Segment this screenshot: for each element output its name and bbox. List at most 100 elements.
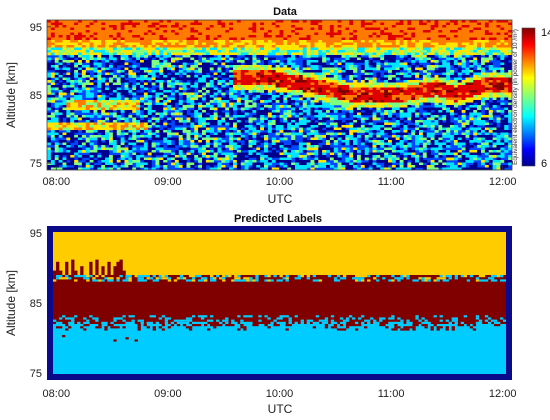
data-heatmap-cell — [275, 75, 280, 78]
data-heatmap-cell — [364, 35, 369, 38]
data-heatmap-cell — [295, 65, 300, 68]
data-heatmap-cell — [298, 42, 304, 46]
data-heatmap-cell — [388, 35, 393, 38]
data-heatmap-cell — [287, 52, 292, 56]
data-heatmap-cell — [279, 47, 284, 51]
data-heatmap-cell — [388, 57, 393, 61]
data-heatmap-cell — [217, 35, 222, 38]
data-heatmap-cell — [283, 95, 288, 98]
data-heatmap-cell — [124, 70, 129, 73]
data-heatmap-cell — [302, 25, 307, 28]
data-heatmap-cell — [430, 90, 435, 93]
data-heatmap-cell — [403, 27, 408, 31]
data-heatmap-cell — [306, 60, 311, 63]
data-heatmap-cell — [66, 152, 71, 156]
data-heatmap-cell — [422, 152, 428, 156]
data-heatmap-cell — [147, 125, 152, 128]
data-heatmap-cell — [275, 65, 280, 68]
data-heatmap-cell — [349, 20, 354, 23]
data-heatmap-cell — [155, 142, 160, 146]
data-heatmap-cell — [271, 70, 276, 73]
data-heatmap-cell — [287, 165, 292, 168]
data-heatmap-cell — [54, 40, 59, 43]
data-heatmap-cell — [388, 30, 393, 33]
data-heatmap-cell — [217, 22, 222, 26]
data-heatmap-cell — [174, 90, 180, 93]
data-heatmap-cell — [143, 145, 149, 148]
data-heatmap-cell — [70, 55, 75, 58]
data-heatmap-cell — [112, 117, 118, 121]
data-heatmap-cell — [128, 30, 133, 33]
data-heatmap-cell — [54, 110, 59, 113]
data-heatmap-cell — [248, 147, 253, 151]
data-heatmap-cell — [326, 67, 331, 71]
data-heatmap-cell — [209, 27, 214, 31]
data-heatmap-cell — [302, 157, 307, 161]
data-heatmap-cell — [322, 72, 327, 76]
data-heatmap-cell — [395, 32, 400, 36]
data-heatmap-cell — [66, 20, 71, 23]
data-heatmap-cell — [174, 72, 180, 76]
data-heatmap-cell — [376, 110, 381, 113]
data-heatmap-cell — [47, 132, 52, 136]
data-heatmap-cell — [260, 165, 265, 168]
data-heatmap-cell — [248, 35, 253, 38]
data-heatmap-cell — [78, 167, 83, 170]
data-heatmap-cell — [345, 67, 350, 71]
data-heatmap-cell — [229, 100, 234, 103]
data-heatmap-cell — [388, 80, 393, 83]
data-heatmap-cell — [326, 25, 331, 28]
data-heatmap-cell — [116, 132, 121, 136]
data-heatmap-cell — [310, 80, 315, 83]
data-heatmap-cell — [407, 135, 412, 138]
data-heatmap-cell — [93, 35, 98, 38]
data-heatmap-cell — [275, 70, 280, 73]
data-heatmap-cell — [198, 135, 203, 138]
data-heatmap-cell — [167, 65, 172, 68]
data-heatmap-cell — [403, 117, 408, 121]
data-heatmap-cell — [132, 20, 137, 23]
data-heatmap-cell — [198, 77, 203, 81]
data-heatmap-cell — [295, 50, 300, 53]
data-heatmap-cell — [132, 50, 137, 53]
data-heatmap-cell — [415, 165, 420, 168]
data-heatmap-cell — [85, 115, 90, 118]
data-heatmap-cell — [202, 120, 207, 123]
data-heatmap-cell — [182, 95, 187, 98]
data-heatmap-cell — [217, 27, 222, 31]
data-heatmap-cell — [120, 92, 125, 96]
data-heatmap-cell — [279, 105, 284, 108]
data-heatmap-cell — [345, 52, 350, 56]
data-heatmap-cell — [182, 150, 187, 153]
data-heatmap-cell — [368, 102, 373, 106]
data-heatmap-cell — [124, 85, 129, 88]
data-heatmap-cell — [395, 92, 400, 96]
data-heatmap-cell — [267, 87, 273, 91]
data-heatmap-cell — [430, 147, 435, 151]
data-heatmap-cell — [109, 142, 114, 146]
data-heatmap-cell — [70, 20, 75, 23]
data-heatmap-cell — [329, 95, 335, 98]
data-heatmap-cell — [182, 165, 187, 168]
data-heatmap-cell — [326, 80, 331, 83]
data-heatmap-cell — [264, 60, 269, 63]
data-heatmap-cell — [143, 87, 149, 91]
data-heatmap-cell — [217, 50, 222, 53]
data-heatmap-cell — [422, 55, 428, 58]
data-heatmap-cell — [140, 162, 145, 166]
data-heatmap-cell — [147, 105, 152, 108]
data-heatmap-cell — [240, 75, 245, 78]
data-heatmap-cell — [314, 130, 319, 133]
data-heatmap-cell — [345, 100, 350, 103]
data-heatmap-cell — [74, 135, 79, 138]
data-heatmap-cell — [271, 95, 276, 98]
data-heatmap-cell — [81, 125, 87, 128]
data-heatmap-cell — [47, 102, 52, 106]
data-heatmap-cell — [221, 87, 226, 91]
data-heatmap-cell — [271, 35, 276, 38]
data-heatmap-cell — [357, 112, 362, 116]
data-heatmap-cell — [298, 120, 304, 123]
data-heatmap-cell — [384, 62, 389, 66]
data-heatmap-cell — [47, 92, 52, 96]
data-heatmap-cell — [337, 100, 342, 103]
